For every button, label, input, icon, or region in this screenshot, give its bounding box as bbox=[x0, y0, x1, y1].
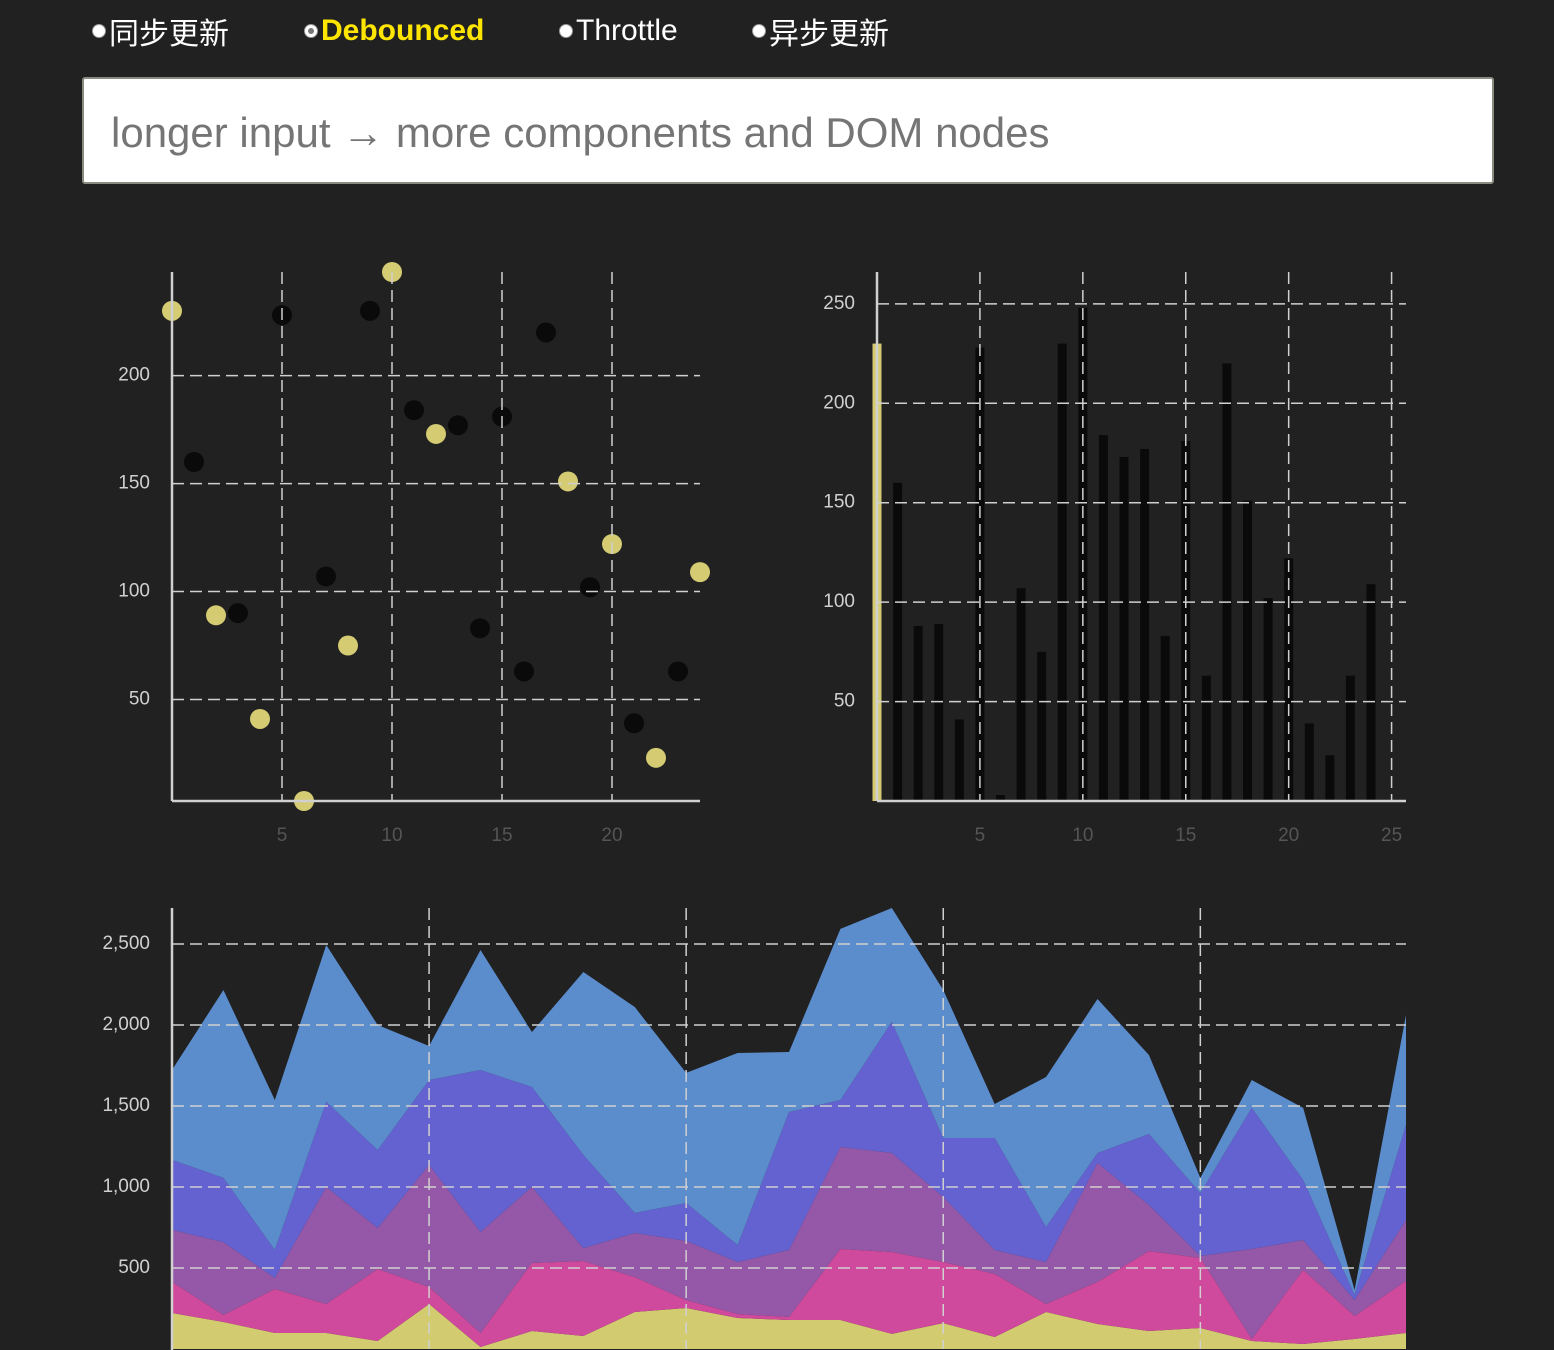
bar bbox=[934, 624, 944, 801]
y-tick-label: 500 bbox=[118, 1257, 150, 1278]
scatter-point bbox=[624, 713, 644, 734]
bar bbox=[1098, 435, 1108, 801]
scatter-point bbox=[558, 471, 578, 492]
scatter-point bbox=[228, 603, 248, 624]
y-tick-label: 50 bbox=[834, 691, 855, 712]
radio-circle[interactable] bbox=[92, 24, 106, 38]
bar bbox=[1160, 635, 1170, 801]
scatter-point bbox=[470, 618, 490, 639]
radio-circle[interactable] bbox=[752, 24, 766, 38]
scatter-point bbox=[206, 605, 226, 626]
input-placeholder: longer input → more components and DOM n… bbox=[111, 109, 1050, 156]
bar bbox=[1243, 500, 1253, 801]
scatter-point bbox=[580, 577, 600, 598]
bar bbox=[1016, 588, 1026, 801]
y-tick-label: 100 bbox=[118, 581, 150, 602]
x-tick-label: 25 bbox=[1381, 825, 1402, 846]
scatter-point bbox=[668, 661, 688, 682]
radio-option[interactable]: Throttle bbox=[559, 12, 678, 50]
bar bbox=[954, 719, 964, 801]
bar bbox=[1366, 584, 1376, 801]
y-tick-label: 1,500 bbox=[102, 1095, 150, 1116]
radio-circle[interactable] bbox=[304, 24, 318, 38]
bar bbox=[1222, 363, 1232, 801]
bar bbox=[1057, 343, 1067, 801]
y-tick-label: 150 bbox=[823, 492, 855, 513]
bar bbox=[975, 347, 985, 801]
y-tick-label: 1,000 bbox=[102, 1176, 150, 1197]
radio-label[interactable]: 异步更新 bbox=[769, 18, 889, 51]
area-layer bbox=[172, 1021, 1406, 1301]
bar bbox=[1140, 448, 1150, 801]
radio-option[interactable]: 异步更新 bbox=[752, 12, 889, 51]
bar bbox=[1325, 755, 1335, 801]
bar bbox=[893, 482, 903, 801]
radio-label[interactable]: Debounced bbox=[321, 14, 485, 47]
bar bbox=[1304, 723, 1314, 801]
y-tick-label: 2,000 bbox=[102, 1014, 150, 1035]
area-layer bbox=[172, 908, 1406, 1296]
radio-label[interactable]: Throttle bbox=[576, 14, 678, 47]
scatter-point bbox=[426, 423, 446, 444]
y-tick-label: 2,500 bbox=[102, 933, 150, 954]
scatter-point bbox=[360, 300, 380, 321]
y-tick-label: 200 bbox=[118, 365, 150, 386]
area-layer bbox=[172, 1303, 1406, 1349]
bar bbox=[1037, 651, 1047, 801]
bar bbox=[1078, 307, 1088, 801]
y-tick-label: 200 bbox=[823, 392, 855, 413]
scatter-point bbox=[646, 747, 666, 768]
scatter-point bbox=[250, 708, 270, 729]
y-tick-label: 100 bbox=[823, 591, 855, 612]
bar bbox=[1201, 675, 1211, 801]
scatter-point bbox=[690, 562, 710, 583]
x-tick-label: 15 bbox=[1175, 825, 1196, 846]
radio-label[interactable]: 同步更新 bbox=[109, 18, 229, 51]
text-input[interactable]: longer input → more components and DOM n… bbox=[82, 77, 1494, 184]
scatter-point bbox=[536, 322, 556, 343]
radio-option[interactable]: 同步更新 bbox=[92, 12, 229, 51]
y-tick-label: 250 bbox=[823, 293, 855, 314]
x-tick-label: 5 bbox=[975, 825, 986, 846]
x-tick-label: 10 bbox=[1072, 825, 1093, 846]
bar bbox=[1345, 675, 1355, 801]
scatter-point bbox=[338, 635, 358, 656]
bar bbox=[1263, 598, 1273, 801]
x-tick-label: 10 bbox=[381, 825, 402, 846]
y-tick-label: 150 bbox=[118, 473, 150, 494]
scatter-point bbox=[316, 566, 336, 587]
y-tick-label: 50 bbox=[129, 689, 150, 710]
radio-circle[interactable] bbox=[559, 24, 573, 38]
scatter-point bbox=[514, 661, 534, 682]
x-tick-label: 20 bbox=[601, 825, 622, 846]
bar bbox=[913, 625, 923, 801]
x-tick-label: 20 bbox=[1278, 825, 1299, 846]
x-tick-label: 5 bbox=[277, 825, 288, 846]
x-tick-label: 15 bbox=[491, 825, 512, 846]
bar bbox=[1119, 456, 1129, 801]
area-layer bbox=[172, 1146, 1406, 1339]
radio-option[interactable]: Debounced bbox=[304, 12, 484, 50]
bar bbox=[996, 795, 1006, 801]
area-layer bbox=[172, 1249, 1406, 1348]
scatter-point bbox=[404, 400, 424, 421]
scatter-point bbox=[448, 415, 468, 436]
scatter-point bbox=[184, 452, 204, 473]
